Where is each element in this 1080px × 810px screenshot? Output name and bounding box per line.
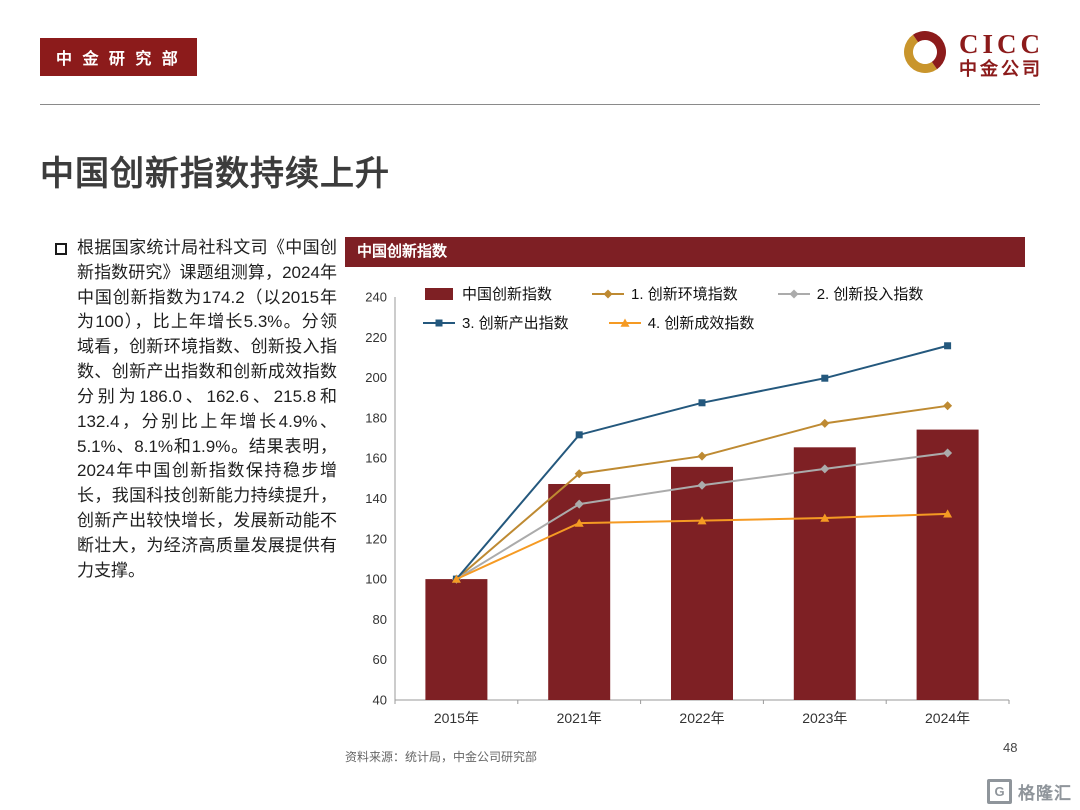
dept-badge: 中 金 研 究 部 xyxy=(40,38,197,76)
x-axis-label: 2015年 xyxy=(434,710,479,726)
data-point-marker xyxy=(574,499,584,509)
data-point-marker xyxy=(697,516,707,525)
data-point-marker xyxy=(944,342,952,350)
chart-panel-header: 中国创新指数 xyxy=(345,237,1025,267)
cicc-logo-icon xyxy=(901,28,949,81)
data-point-marker xyxy=(574,518,584,527)
y-tick-label: 200 xyxy=(365,370,387,385)
data-point-marker xyxy=(821,374,829,382)
header-divider xyxy=(40,104,1040,105)
y-tick-label: 120 xyxy=(365,531,387,546)
bullet-square-icon xyxy=(55,243,67,255)
x-axis-label: 2022年 xyxy=(679,710,724,726)
gelonghui-label: 格隆汇 xyxy=(1018,784,1072,803)
data-point-marker xyxy=(697,451,707,461)
innovation-index-chart: 40 60 80 100 120 140 160 180 200 220 240 2015年 2021年… xyxy=(365,290,1010,726)
data-point-marker xyxy=(451,574,461,583)
data-point-marker xyxy=(697,480,707,490)
logo-cn-label: 中金公司 xyxy=(958,59,1043,80)
cicc-logo: CICC 中金公司 xyxy=(901,28,1044,81)
logo-cicc-label: CICC xyxy=(958,28,1044,59)
legend-row: 3. 创新产出指数 4. 创新成效指数 xyxy=(423,312,923,333)
x-axis-label: 2023年 xyxy=(802,710,847,726)
legend-swatch-icon xyxy=(425,287,453,300)
bar-2015年 xyxy=(425,579,488,700)
data-point-marker xyxy=(575,431,583,439)
data-point-marker xyxy=(698,399,706,407)
legend-swatch-icon xyxy=(777,289,810,298)
bar-2024年 xyxy=(916,429,979,700)
y-tick-label: 40 xyxy=(373,693,387,708)
body-block: 根据国家统计局社科文司《中国创新指数研究》课题组测算，2024年中国创新指数为1… xyxy=(55,236,337,583)
data-point-marker xyxy=(943,509,953,518)
page-number: 48 xyxy=(1003,740,1018,755)
legend-swatch-icon xyxy=(592,289,625,298)
legend-label: 3. 创新产出指数 xyxy=(462,315,569,332)
x-axis-label: 2024年 xyxy=(925,710,970,726)
data-point-marker xyxy=(820,418,830,428)
data-point-marker xyxy=(574,469,584,479)
data-point-marker xyxy=(820,513,830,522)
y-tick-label: 100 xyxy=(365,572,387,587)
bar-2023年 xyxy=(793,447,856,700)
cicc-logo-text: CICC 中金公司 xyxy=(959,30,1044,79)
bar-2022年 xyxy=(671,466,733,700)
legend-item: 3. 创新产出指数 xyxy=(423,312,569,333)
source-note: 资料来源：统计局，中金公司研究部 xyxy=(345,750,538,764)
y-tick-label: 140 xyxy=(365,491,387,506)
legend-item: 4. 创新成效指数 xyxy=(608,312,755,333)
data-point-marker xyxy=(943,401,953,411)
legend-item: 1. 创新环境指数 xyxy=(592,283,738,304)
y-tick-label: 80 xyxy=(373,612,387,627)
legend-label: 中国创新指数 xyxy=(462,286,553,303)
data-point-marker xyxy=(820,464,830,474)
y-tick-label: 160 xyxy=(365,451,387,466)
x-axis-label: 2021年 xyxy=(557,710,602,726)
legend-row: 中国创新指数 1. 创新环境指数 2. 创新投入指数 xyxy=(423,283,923,304)
data-point-marker xyxy=(943,448,953,458)
legend-label: 2. 创新投入指数 xyxy=(816,286,924,303)
legend-item: 2. 创新投入指数 xyxy=(777,283,924,304)
body-paragraph: 根据国家统计局社科文司《中国创新指数研究》课题组测算，2024年中国创新指数为1… xyxy=(77,238,337,580)
chart-body: 40 60 80 100 120 140 160 180 200 220 240 2015年 2021年… xyxy=(345,267,1025,737)
y-tick-label: 180 xyxy=(365,410,387,425)
y-tick-label: 220 xyxy=(365,330,387,345)
gelonghui-watermark: G 格隆汇 xyxy=(987,779,1072,804)
chart-panel: 中国创新指数 40 60 80 100 120 140 160 180 200 220 240 201… xyxy=(345,237,1025,737)
chart-legend: 中国创新指数 1. 创新环境指数 2. 创新投入指数 3. 创新产出指数 4. 创新成效… xyxy=(423,283,923,333)
legend-swatch-icon xyxy=(608,318,641,327)
y-tick-label: 240 xyxy=(365,290,387,305)
page-title: 中国创新指数持续上升 xyxy=(40,155,390,193)
y-tick-label: 60 xyxy=(373,652,387,667)
legend-label: 1. 创新环境指数 xyxy=(631,286,738,303)
gelonghui-logo-icon: G xyxy=(987,779,1012,804)
legend-swatch-icon xyxy=(423,319,455,326)
legend-label: 4. 创新成效指数 xyxy=(647,315,755,332)
legend-item: 中国创新指数 xyxy=(423,283,552,304)
